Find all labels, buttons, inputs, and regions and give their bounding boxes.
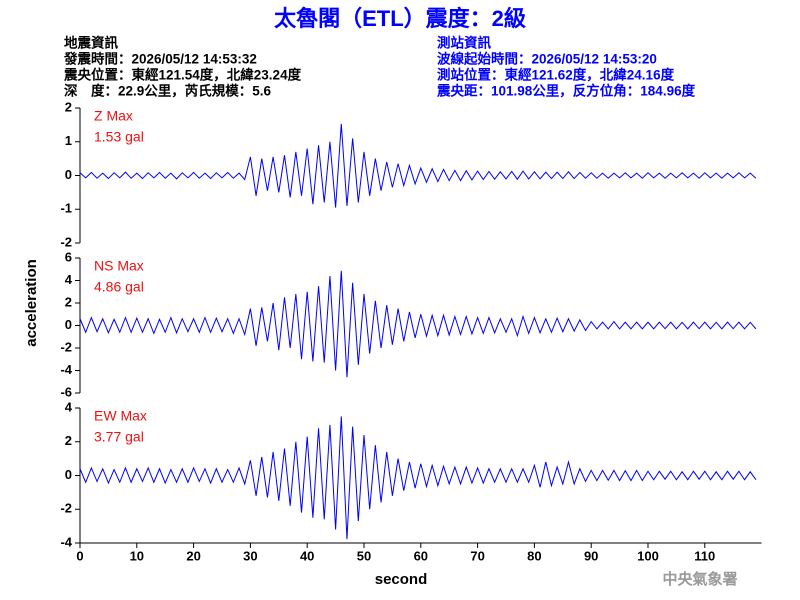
- x-tick-label: 110: [694, 548, 715, 563]
- y-tick-label: -4: [60, 362, 72, 377]
- waveform: [79, 270, 757, 378]
- x-axis-label: second: [375, 571, 428, 588]
- peak-value: 4.86 gal: [94, 279, 144, 295]
- x-tick-label: 90: [584, 548, 598, 563]
- channel-label: EW Max: [94, 408, 147, 424]
- x-tick-label: 30: [243, 548, 257, 563]
- waveform: [79, 416, 757, 540]
- info-line: 發震時間：2026/05/12 14:53:32: [63, 51, 257, 67]
- info-line: 震央位置：東經121.54度，北緯23.24度: [63, 67, 302, 83]
- y-tick-label: 2: [65, 294, 72, 309]
- info-line: 深 度：22.9公里，芮氏規模：5.6: [64, 83, 272, 99]
- y-axis-label: acceleration: [23, 259, 40, 347]
- x-tick-label: 10: [130, 548, 144, 563]
- station-line: 震央距：101.98公里，反方位角：184.96度: [436, 83, 696, 99]
- channel-label: Z Max: [94, 108, 133, 124]
- y-tick-label: -4: [60, 534, 72, 549]
- station-line: 測站位置：東經121.62度，北緯24.16度: [437, 67, 675, 83]
- x-tick-label: 50: [357, 548, 371, 563]
- x-tick-label: 0: [76, 548, 83, 563]
- station-line: 波線起始時間：2026/05/12 14:53:20: [437, 51, 657, 67]
- y-tick-label: 0: [65, 467, 72, 482]
- x-tick-label: 80: [527, 548, 541, 563]
- y-tick-label: 2: [65, 433, 72, 448]
- y-tick-label: 0: [65, 167, 72, 182]
- channel-label: NS Max: [94, 258, 144, 274]
- x-tick-label: 20: [186, 548, 200, 563]
- y-tick-label: -2: [60, 339, 72, 354]
- title: 太魯閣（ETL）震度：2級: [274, 6, 526, 31]
- y-tick-label: 4: [65, 399, 73, 414]
- y-tick-label: 4: [65, 272, 73, 287]
- x-tick-label: 60: [414, 548, 428, 563]
- x-tick-label: 40: [300, 548, 314, 563]
- peak-value: 1.53 gal: [94, 129, 144, 145]
- y-tick-label: -6: [60, 384, 72, 399]
- y-tick-label: -1: [60, 201, 72, 216]
- y-tick-label: -2: [60, 234, 72, 249]
- y-tick-label: 0: [65, 317, 72, 332]
- y-tick-label: 2: [65, 99, 72, 114]
- waveform: [79, 123, 757, 208]
- station-heading: 測站資訊: [437, 35, 491, 51]
- y-tick-label: 1: [65, 133, 72, 148]
- y-tick-label: 6: [65, 249, 72, 264]
- info-heading: 地震資訊: [64, 35, 118, 51]
- y-tick-label: -2: [60, 501, 72, 516]
- agency-watermark: 中央氣象署: [662, 570, 737, 588]
- x-tick-label: 70: [470, 548, 484, 563]
- peak-value: 3.77 gal: [94, 429, 144, 445]
- x-tick-label: 100: [637, 548, 659, 563]
